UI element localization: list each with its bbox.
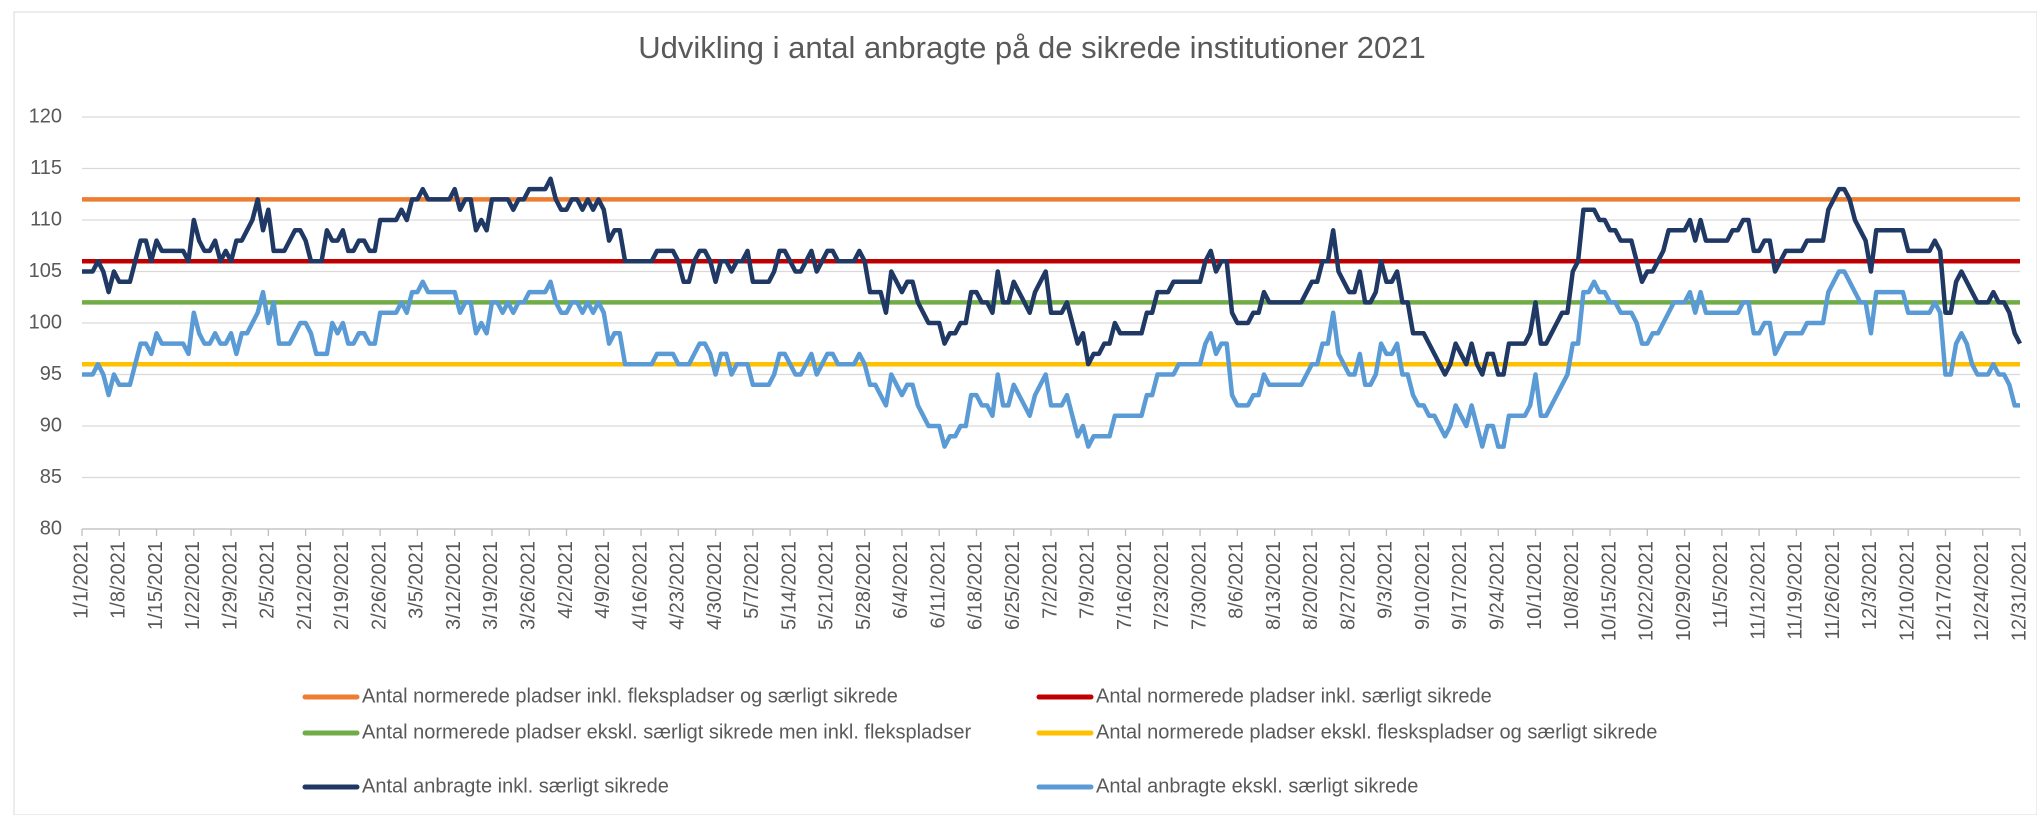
y-tick-label: 95 (40, 363, 62, 385)
x-tick-label: 10/22/2021 (1636, 541, 1658, 641)
x-tick-label: 1/22/2021 (182, 541, 204, 630)
x-tick-label: 10/8/2021 (1561, 541, 1583, 630)
legend-label: Antal normerede pladser inkl. fleksplads… (362, 685, 898, 707)
y-tick-label: 115 (30, 157, 62, 179)
chart-frame (13, 11, 2037, 815)
x-tick-label: 9/3/2021 (1375, 541, 1397, 619)
y-tick-label: 120 (29, 105, 62, 127)
x-tick-label: 2/5/2021 (257, 541, 279, 619)
x-tick-label: 3/19/2021 (480, 541, 502, 630)
y-tick-label: 85 (40, 466, 62, 488)
x-tick-label: 6/18/2021 (965, 541, 987, 630)
x-tick-label: 10/29/2021 (1673, 541, 1695, 641)
x-tick-label: 9/17/2021 (1449, 541, 1471, 630)
x-tick-label: 9/10/2021 (1412, 541, 1434, 630)
x-tick-label: 1/1/2021 (70, 541, 92, 619)
x-tick-label: 6/25/2021 (1002, 541, 1024, 630)
x-tick-label: 11/5/2021 (1710, 541, 1732, 629)
x-tick-label: 10/1/2021 (1524, 541, 1546, 630)
series-line (82, 269, 2020, 449)
x-tick-label: 4/16/2021 (629, 541, 651, 630)
y-tick-label: 110 (30, 208, 62, 230)
chart-title: Udvikling i antal anbragte på de sikrede… (638, 30, 1426, 65)
x-tick-label: 4/2/2021 (555, 541, 577, 619)
legend-label: Antal normerede pladser inkl. særligt si… (1096, 685, 1492, 707)
x-tick-label: 7/9/2021 (1077, 541, 1099, 619)
x-tick-label: 2/12/2021 (294, 541, 316, 630)
x-tick-label: 11/26/2021 (1822, 541, 1844, 640)
x-tick-label: 3/26/2021 (518, 541, 540, 630)
x-tick-label: 4/23/2021 (667, 541, 689, 630)
legend-label: Antal anbragte inkl. særligt sikrede (362, 775, 669, 797)
x-tick-label: 12/3/2021 (1859, 541, 1881, 630)
y-tick-label: 105 (29, 260, 62, 282)
x-tick-label: 2/26/2021 (368, 541, 390, 630)
legend-label: Antal anbragte ekskl. særligt sikrede (1096, 775, 1418, 797)
x-tick-label: 8/27/2021 (1337, 541, 1359, 630)
x-tick-label: 1/8/2021 (108, 541, 130, 619)
x-tick-label: 12/10/2021 (1896, 541, 1918, 641)
x-tick-label: 6/4/2021 (890, 541, 912, 619)
x-tick-label: 12/17/2021 (1934, 541, 1956, 641)
x-tick-label: 7/23/2021 (1151, 541, 1173, 630)
y-tick-label: 90 (40, 414, 62, 436)
x-tick-label: 4/30/2021 (704, 541, 726, 630)
y-tick-label: 80 (40, 517, 62, 539)
x-tick-label: 7/16/2021 (1114, 541, 1136, 630)
x-tick-label: 5/14/2021 (778, 541, 800, 630)
x-tick-label: 10/15/2021 (1598, 541, 1620, 641)
series-line (82, 176, 2022, 377)
x-tick-label: 12/31/2021 (2008, 541, 2030, 641)
x-tick-label: 1/29/2021 (219, 541, 241, 630)
x-tick-label: 2/19/2021 (331, 541, 353, 630)
x-tick-label: 3/5/2021 (406, 541, 428, 619)
x-tick-label: 8/13/2021 (1263, 541, 1285, 630)
x-tick-label: 11/19/2021 (1785, 541, 1807, 640)
x-tick-label: 6/11/2021 (927, 541, 949, 629)
x-tick-label: 3/12/2021 (443, 541, 465, 630)
x-tick-label: 7/2/2021 (1039, 541, 1061, 619)
legend-label: Antal normerede pladser ekskl. særligt s… (362, 721, 971, 743)
x-tick-label: 9/24/2021 (1487, 541, 1509, 630)
x-tick-label: 4/9/2021 (592, 541, 614, 619)
x-tick-label: 1/15/2021 (145, 541, 167, 630)
x-tick-label: 5/28/2021 (853, 541, 875, 630)
x-tick-label: 8/20/2021 (1300, 541, 1322, 630)
legend-label: Antal normerede pladser ekskl. fleskspla… (1096, 721, 1657, 743)
x-tick-label: 8/6/2021 (1226, 541, 1248, 619)
x-tick-label: 7/30/2021 (1188, 541, 1210, 630)
y-tick-label: 100 (29, 311, 62, 333)
x-tick-label: 5/7/2021 (741, 541, 763, 619)
x-tick-label: 5/21/2021 (816, 541, 838, 630)
x-tick-label: 12/24/2021 (1971, 541, 1993, 641)
x-tick-label: 11/12/2021 (1747, 541, 1769, 640)
